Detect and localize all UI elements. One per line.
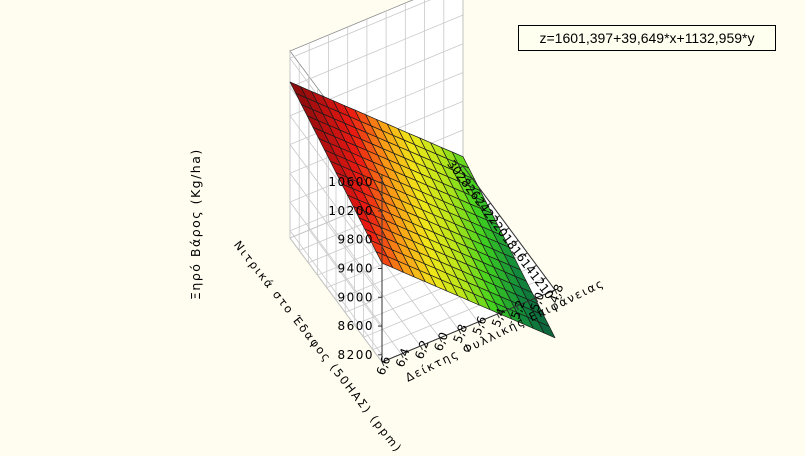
y-tick-label: 5,6 <box>470 314 490 337</box>
chart-stage: 8200 8600 9000 9400 9800 10200 10600 30 28 26 24 22… <box>188 0 776 456</box>
y-tick-label: 5,8 <box>451 322 471 345</box>
surface-cell <box>538 321 556 339</box>
y-tick-label: 6,6 <box>374 354 394 377</box>
x-tick-mark <box>486 202 491 207</box>
z-tick-label: 8200 <box>337 348 374 362</box>
y-gridline <box>347 27 441 339</box>
y-tick-mark <box>516 305 520 311</box>
x-tick-mark <box>504 227 510 232</box>
regression-equation: z=1601,397+39,649*x+1132,959*y <box>518 25 776 51</box>
y-tick-label: 5,0 <box>527 290 547 313</box>
z-tick-label: 10600 <box>328 175 374 189</box>
y-gridline <box>327 35 421 347</box>
z-tick-label: 9400 <box>337 262 374 276</box>
y-tick-label: 5,4 <box>489 306 509 329</box>
y-tick-mark <box>400 353 404 359</box>
z-tick-label: 8600 <box>337 319 374 333</box>
y-tick-mark <box>458 329 462 335</box>
y-tick-label: 4,8 <box>547 282 567 305</box>
y-tick-label: 6,4 <box>393 346 413 369</box>
y-tick-mark <box>419 345 423 351</box>
y-axis-line <box>381 289 556 363</box>
surface-layer <box>289 81 556 339</box>
surface-plot: 8200860090009400980010200106003028262422… <box>289 0 567 377</box>
y-gridline <box>289 51 383 363</box>
z-tick-label: 9000 <box>337 290 374 304</box>
y-tick-mark <box>381 361 385 367</box>
y-tick-label: 6,0 <box>431 330 451 353</box>
x-tick-mark <box>550 289 556 294</box>
x-tick-mark <box>467 177 473 182</box>
y-tick-mark <box>496 313 500 319</box>
x-tick-mark <box>532 264 537 269</box>
y-tick-mark <box>535 297 539 303</box>
z-tick-label: 10200 <box>328 204 374 218</box>
y-tick-mark <box>439 337 443 343</box>
y-tick-label: 5,2 <box>508 298 528 321</box>
y-tick-mark <box>554 289 558 295</box>
x-tick-mark <box>477 190 482 195</box>
y-tick-label: 6,2 <box>412 338 432 361</box>
z-axis-label: Ξηρό Βάρος (Kg/ha) <box>188 148 203 300</box>
x-tick-mark <box>523 252 528 257</box>
x-tick-mark <box>513 239 519 244</box>
x-tick-mark <box>541 277 547 282</box>
z-tick-label: 9800 <box>337 233 374 247</box>
x-tick-mark <box>458 165 464 170</box>
y-tick-mark <box>477 321 481 327</box>
x-tick-mark <box>495 215 501 220</box>
